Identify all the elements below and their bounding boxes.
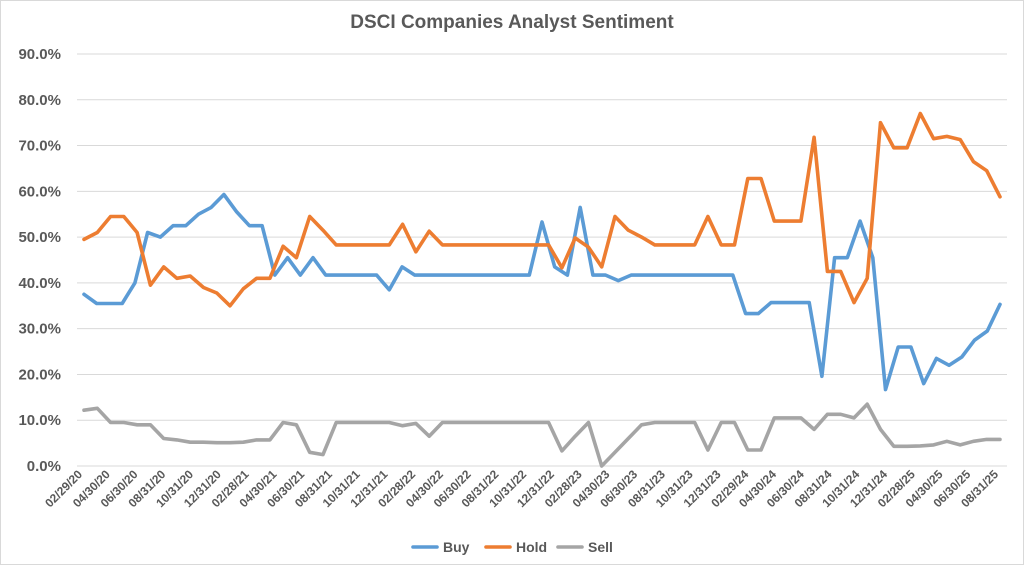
y-tick-label: 80.0% bbox=[18, 92, 61, 109]
series-line-buy bbox=[82, 192, 1002, 392]
legend-label-buy: Buy bbox=[443, 539, 470, 555]
y-tick-label: 90.0% bbox=[18, 46, 61, 63]
y-tick-label: 60.0% bbox=[18, 183, 61, 200]
series-line-sell bbox=[82, 402, 1002, 468]
y-tick-label: 20.0% bbox=[18, 366, 61, 383]
legend-label-hold: Hold bbox=[516, 539, 547, 555]
y-tick-label: 30.0% bbox=[18, 321, 61, 338]
series-line-hold bbox=[82, 111, 1002, 308]
y-tick-label: 50.0% bbox=[18, 229, 61, 246]
x-axis-ticks: 02/29/2004/30/2006/30/2008/31/2010/31/20… bbox=[42, 467, 1001, 510]
y-tick-label: 0.0% bbox=[27, 458, 61, 475]
gridlines bbox=[77, 53, 1007, 467]
y-tick-label: 10.0% bbox=[18, 412, 61, 429]
legend-label-sell: Sell bbox=[588, 539, 613, 555]
chart-title: DSCI Companies Analyst Sentiment bbox=[350, 12, 674, 33]
legend: Buy Hold Sell bbox=[411, 539, 613, 555]
y-axis-ticks: 0.0% 10.0% 20.0% 30.0% 40.0% 50.0% 60.0% 70.0% 8… bbox=[18, 46, 61, 475]
series-lines bbox=[82, 111, 1002, 468]
y-tick-label: 70.0% bbox=[18, 138, 61, 155]
y-tick-label: 40.0% bbox=[18, 275, 61, 292]
